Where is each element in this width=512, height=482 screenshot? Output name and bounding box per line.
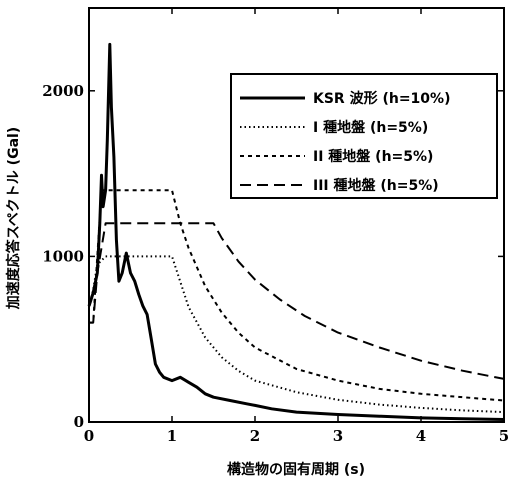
y-tick-label: 1000 — [42, 247, 84, 265]
y-tick-label: 0 — [74, 413, 84, 431]
legend-label-type1: I 種地盤 (h=5%) — [313, 119, 428, 136]
x-tick-label: 4 — [416, 427, 426, 445]
x-tick-label: 0 — [84, 427, 94, 445]
legend: KSR 波形 (h=10%) I 種地盤 (h=5%) II 種地盤 (h=5%… — [231, 74, 497, 198]
legend-label-ksr: KSR 波形 (h=10%) — [313, 90, 450, 107]
legend-label-type3: III 種地盤 (h=5%) — [313, 177, 439, 194]
y-tick-label: 2000 — [42, 82, 84, 100]
series-line-3 — [89, 223, 504, 379]
y-axis-label: 加速度応答スペクトル (Gal) — [5, 127, 22, 310]
x-tick-label: 2 — [250, 427, 260, 445]
plot-frame — [89, 8, 504, 422]
legend-label-type2: II 種地盤 (h=5%) — [313, 148, 433, 165]
x-tick-label: 3 — [333, 427, 343, 445]
x-tick-label: 1 — [167, 427, 177, 445]
x-axis-label: 構造物の固有周期 (s) — [227, 461, 365, 478]
x-tick-label: 5 — [499, 427, 509, 445]
series-line-2 — [89, 190, 504, 400]
